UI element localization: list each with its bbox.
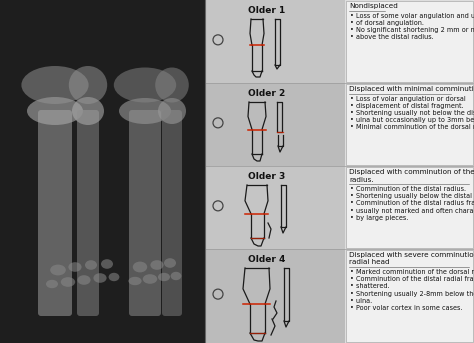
Text: • by large pieces.: • by large pieces. [350, 215, 409, 221]
Ellipse shape [61, 277, 75, 287]
Text: • Shortening usually below the distal ulna.: • Shortening usually below the distal ul… [350, 193, 474, 199]
Bar [205, 166, 345, 249]
Bar [0, 0, 205, 343]
Text: • Marked comminution of the dorsal radius.: • Marked comminution of the dorsal radiu… [350, 269, 474, 275]
FancyBboxPatch shape [162, 110, 182, 316]
FancyBboxPatch shape [346, 167, 473, 248]
Ellipse shape [46, 280, 58, 288]
Bar [205, 0, 345, 83]
Ellipse shape [27, 97, 83, 125]
Ellipse shape [93, 273, 107, 283]
Text: Displaced with comminution of the dorsal
radius.: Displaced with comminution of the dorsal… [349, 169, 474, 182]
Text: Nondisplaced: Nondisplaced [349, 3, 398, 9]
Bar [205, 249, 345, 343]
FancyBboxPatch shape [346, 250, 473, 342]
Ellipse shape [150, 260, 164, 270]
Text: Older 1: Older 1 [248, 6, 285, 15]
Text: • Comminution of the distal radius fragment: • Comminution of the distal radius fragm… [350, 200, 474, 206]
FancyBboxPatch shape [129, 110, 161, 316]
Ellipse shape [50, 264, 66, 275]
Text: • Loss of volar angulation or dorsal: • Loss of volar angulation or dorsal [350, 95, 466, 102]
Ellipse shape [109, 273, 119, 281]
Ellipse shape [72, 97, 104, 125]
Bar [345, 0, 474, 343]
Text: Older 3: Older 3 [248, 172, 285, 181]
Ellipse shape [155, 68, 189, 103]
Text: • Minimal comminution of the dorsal radius.: • Minimal comminution of the dorsal radi… [350, 124, 474, 130]
Text: Displaced with severe comminution of the
radial head: Displaced with severe comminution of the… [349, 252, 474, 265]
Ellipse shape [114, 68, 176, 103]
Text: Older 4: Older 4 [248, 255, 285, 264]
FancyBboxPatch shape [346, 1, 473, 82]
Text: Older 2: Older 2 [248, 89, 285, 98]
Ellipse shape [158, 98, 186, 124]
Ellipse shape [101, 259, 113, 269]
Text: • shattered.: • shattered. [350, 283, 390, 289]
Ellipse shape [119, 98, 171, 124]
Ellipse shape [69, 66, 107, 104]
FancyBboxPatch shape [38, 110, 72, 316]
Text: • displacement of distal fragment.: • displacement of distal fragment. [350, 103, 464, 109]
Text: • above the distal radius.: • above the distal radius. [350, 34, 434, 40]
Ellipse shape [164, 258, 176, 268]
Text: • of dorsal angulation.: • of dorsal angulation. [350, 20, 424, 26]
Ellipse shape [143, 274, 157, 284]
FancyBboxPatch shape [346, 84, 473, 165]
Text: • ulna but occasionally up to 3mm below it.: • ulna but occasionally up to 3mm below … [350, 117, 474, 123]
Text: • Loss of some volar angulation and up to 5°: • Loss of some volar angulation and up t… [350, 12, 474, 19]
Ellipse shape [68, 262, 82, 272]
Bar [205, 83, 345, 166]
Bar [205, 0, 345, 343]
Text: • Shortening usually 2-8mm below the distal: • Shortening usually 2-8mm below the dis… [350, 291, 474, 297]
Ellipse shape [21, 66, 89, 104]
Ellipse shape [171, 272, 182, 280]
Text: • Comminution of the distal radius.: • Comminution of the distal radius. [350, 186, 466, 192]
Text: • Poor volar cortex in some cases.: • Poor volar cortex in some cases. [350, 305, 463, 311]
Text: • No significant shortening 2 mm or more: • No significant shortening 2 mm or more [350, 27, 474, 33]
Text: • Shortening usually not below the distal: • Shortening usually not below the dista… [350, 110, 474, 116]
Ellipse shape [133, 262, 147, 272]
Text: Displaced with minimal comminution: Displaced with minimal comminution [349, 86, 474, 92]
Ellipse shape [158, 273, 170, 281]
Ellipse shape [128, 277, 142, 285]
Ellipse shape [77, 275, 91, 285]
Text: • usually not marked and often characterised: • usually not marked and often character… [350, 208, 474, 214]
Text: • ulna.: • ulna. [350, 298, 372, 304]
Ellipse shape [85, 260, 97, 270]
Text: • Comminution of the distal radial fragment: • Comminution of the distal radial fragm… [350, 276, 474, 282]
FancyBboxPatch shape [77, 110, 99, 316]
